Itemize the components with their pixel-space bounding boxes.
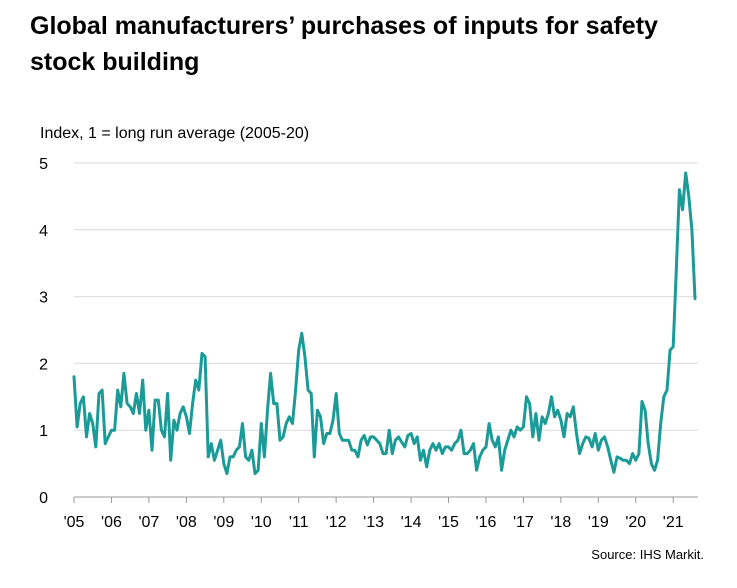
- x-tick-label: '20: [625, 514, 646, 531]
- x-tick-label: '14: [401, 514, 422, 531]
- x-tick-label: '07: [138, 514, 159, 531]
- x-tick-label: '18: [550, 514, 571, 531]
- y-tick-label: 1: [39, 423, 48, 440]
- y-tick-label: 0: [39, 490, 48, 507]
- x-tick-label: '12: [326, 514, 347, 531]
- x-tick-label: '09: [213, 514, 234, 531]
- x-tick-label: '13: [363, 514, 384, 531]
- y-tick-label: 3: [39, 290, 48, 307]
- x-tick-label: '19: [588, 514, 609, 531]
- x-tick-label: '21: [663, 514, 684, 531]
- x-tick-label: '05: [64, 514, 85, 531]
- x-tick-label: '17: [513, 514, 534, 531]
- x-tick-label: '10: [251, 514, 272, 531]
- x-tick-label: '16: [476, 514, 497, 531]
- chart-title: Global manufacturers’ purchases of input…: [30, 12, 658, 76]
- x-tick-label: '11: [289, 514, 309, 531]
- x-tick-label: '15: [438, 514, 459, 531]
- x-tick-label: '08: [176, 514, 197, 531]
- y-tick-label: 2: [39, 356, 48, 373]
- source-note: Source: IHS Markit.: [591, 547, 704, 562]
- data-series-line: [72, 171, 697, 476]
- y-axis-label: Index, 1 = long run average (2005-20): [40, 125, 310, 142]
- x-tick-label: '06: [101, 514, 122, 531]
- y-tick-label: 4: [39, 223, 48, 240]
- y-tick-label: 5: [39, 156, 48, 173]
